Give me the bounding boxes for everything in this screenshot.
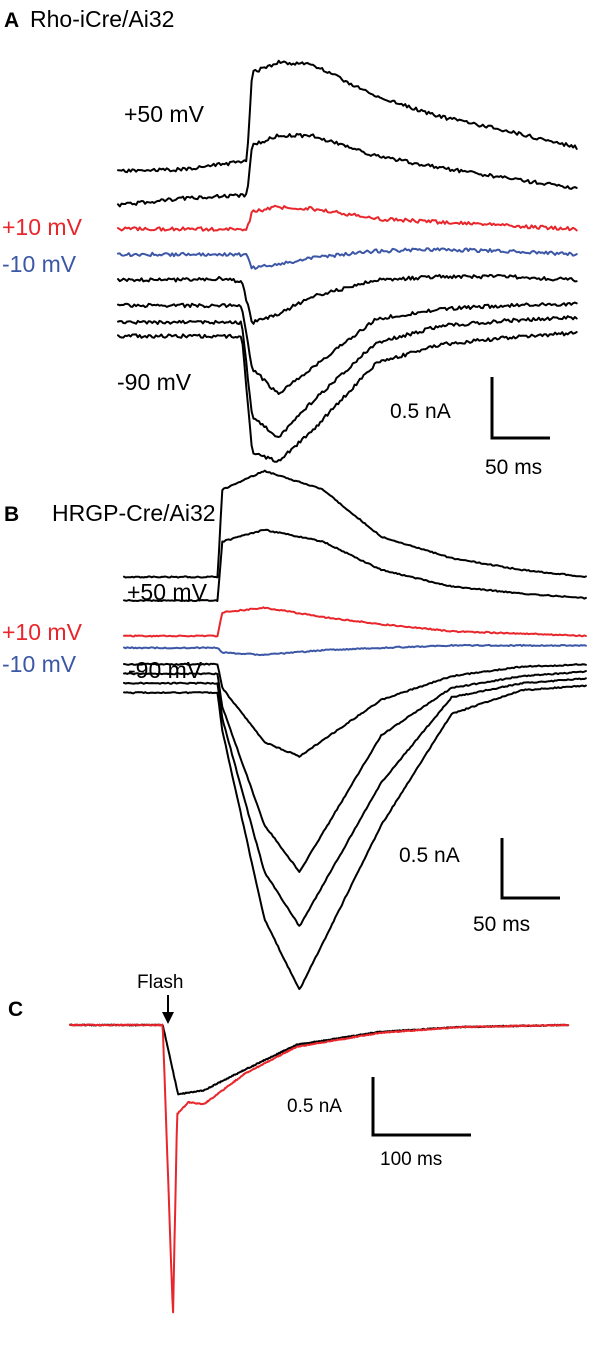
panel-a-letter: A [4, 9, 19, 32]
panel-a: A Rho-iCre/Ai32 +50 mV +10 mV -10 mV -90… [2, 6, 578, 479]
panel-a-trace-90mv-7 [117, 330, 578, 463]
panel-a-trace-black-1 [117, 132, 578, 208]
panel-b-trace-90mv-7 [123, 684, 587, 990]
panel-a-scalebar: 0.5 nA 50 ms [390, 377, 550, 479]
panel-c-letter: C [8, 998, 23, 1021]
panel-a-label-plus10: +10 mV [2, 214, 83, 240]
panel-a-scalebar-lines [490, 377, 550, 440]
panel-b: B HRGP-Cre/Ai32 +50 mV +10 mV -10 mV -90… [2, 469, 587, 990]
panel-b-letter: B [4, 503, 19, 526]
panel-c-traces [69, 1023, 570, 1314]
panel-c-scalebar-lines [371, 1077, 471, 1137]
panel-a-trace-50mv-0 [117, 59, 578, 174]
panel-b-trace-black-6 [123, 677, 587, 927]
panel-a-trace-black-4 [117, 273, 578, 325]
panel-b-label-plus50: +50 mV [127, 579, 208, 605]
panel-b-trace-black-1 [123, 528, 587, 602]
panel-b-label-plus10: +10 mV [2, 619, 83, 645]
panel-a-label-minus90: -90 mV [117, 369, 192, 395]
panel-a-trace-10mv-3 [117, 247, 578, 270]
flash-label: Flash [137, 972, 183, 993]
panel-b-trace-black-5 [123, 670, 587, 873]
panel-b-scalebar: 0.5 nA 50 ms [399, 838, 560, 936]
panel-b-trace-10mv-2 [123, 606, 587, 638]
panel-a-label-minus10: -10 mV [2, 251, 77, 277]
panel-b-trace-10mv-3 [123, 643, 587, 657]
panel-b-trace-50mv-0 [123, 469, 587, 579]
panel-c: C Flash 0.5 nA 100 ms [8, 972, 570, 1314]
panel-a-trace-black-5 [117, 301, 578, 395]
panel-b-scale-current: 0.5 nA [399, 844, 460, 867]
panel-c-trace-red-1 [69, 1023, 570, 1314]
panel-a-label-plus50: +50 mV [124, 101, 205, 127]
panel-a-trace-10mv-2 [117, 204, 578, 232]
panel-a-traces [117, 59, 578, 463]
panel-c-scalebar: 0.5 nA 100 ms [287, 1077, 471, 1170]
panel-b-trace-black-4 [123, 662, 587, 758]
panel-a-scale-current: 0.5 nA [390, 400, 451, 423]
panel-a-title: Rho-iCre/Ai32 [30, 6, 174, 32]
panel-b-label-minus90: -90 mV [128, 657, 203, 683]
panel-b-scale-time: 50 ms [473, 913, 530, 936]
panel-b-label-minus10: -10 mV [2, 651, 77, 677]
panel-b-title: HRGP-Cre/Ai32 [52, 500, 216, 526]
panel-a-scale-time: 50 ms [485, 456, 542, 479]
panel-b-traces [123, 469, 587, 990]
panel-a-trace-black-6 [117, 315, 578, 438]
panel-b-scalebar-lines [500, 838, 560, 900]
flash-arrow-icon [162, 995, 174, 1024]
panel-c-scale-time: 100 ms [380, 1149, 442, 1170]
panel-c-trace-black-0 [69, 1023, 570, 1096]
panel-c-scale-current: 0.5 nA [287, 1096, 342, 1117]
